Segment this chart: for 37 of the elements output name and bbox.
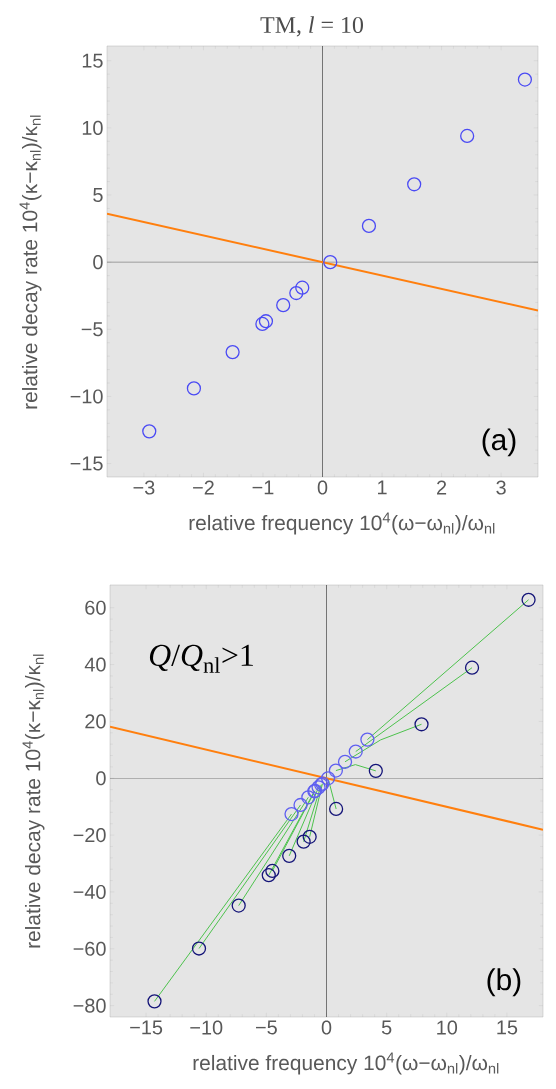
y-tick-label: −80 [73,998,106,1013]
x-tick-label: −10 [190,1020,223,1035]
x-tick-label: −15 [130,1020,163,1035]
x-tick-label: −5 [255,1020,277,1035]
annotation: Q/Q$_{nl}$>1 [149,644,253,673]
x-tick-label: 0 [321,1020,332,1035]
x-tick-label: 15 [497,1020,518,1035]
y-tick-label: 10 [82,120,103,135]
y-tick-label: −60 [73,941,106,956]
y-tick-label: −40 [73,884,106,899]
x-tick-label: −3 [133,480,155,495]
y-tick-label: −5 [81,322,103,337]
y-tick-label: 0 [93,255,103,270]
y-tick-label: 60 [85,600,106,615]
x-tick-label: −1 [252,480,274,495]
annotation: (a) [482,428,516,457]
y-tick-label: 40 [84,657,106,672]
x-tick-label: 0 [317,480,328,495]
x-axis-title: relative frequency 10$^{4}$(ω−ω$_{nl}$)/ω$_{nl}$ [193,1052,499,1075]
x-axis-title: relative frequency 10$^{4}$(ω−ω$_{nl}$)/ω$_{nl}$ [189,512,495,535]
y-axis-title: relative decay rate 10$^{4}$(κ−κ$_{nl}$)/κ$_{nl}$ [19,115,42,409]
x-tick-label: 2 [437,480,447,495]
x-tick-label: 5 [381,1020,392,1035]
x-tick-label: 3 [496,480,506,495]
y-tick-label: −20 [73,828,106,843]
y-tick-label: 5 [93,188,103,202]
y-tick-label: 20 [85,714,106,729]
x-tick-label: −2 [193,480,214,495]
x-tick-label: 1 [378,480,387,495]
x-tick-label: 10 [437,1020,458,1035]
y-tick-label: 0 [96,771,106,786]
y-tick-label: −15 [70,456,103,471]
y-tick-label: −10 [70,389,103,404]
y-axis-title: relative decay rate 10$^{4}$(κ−κ$_{nl}$)/κ$_{nl}$ [22,654,45,948]
chart-title: TM, l = 10 [260,16,363,37]
y-tick-label: 15 [82,53,103,68]
annotation: (b) [487,968,521,997]
